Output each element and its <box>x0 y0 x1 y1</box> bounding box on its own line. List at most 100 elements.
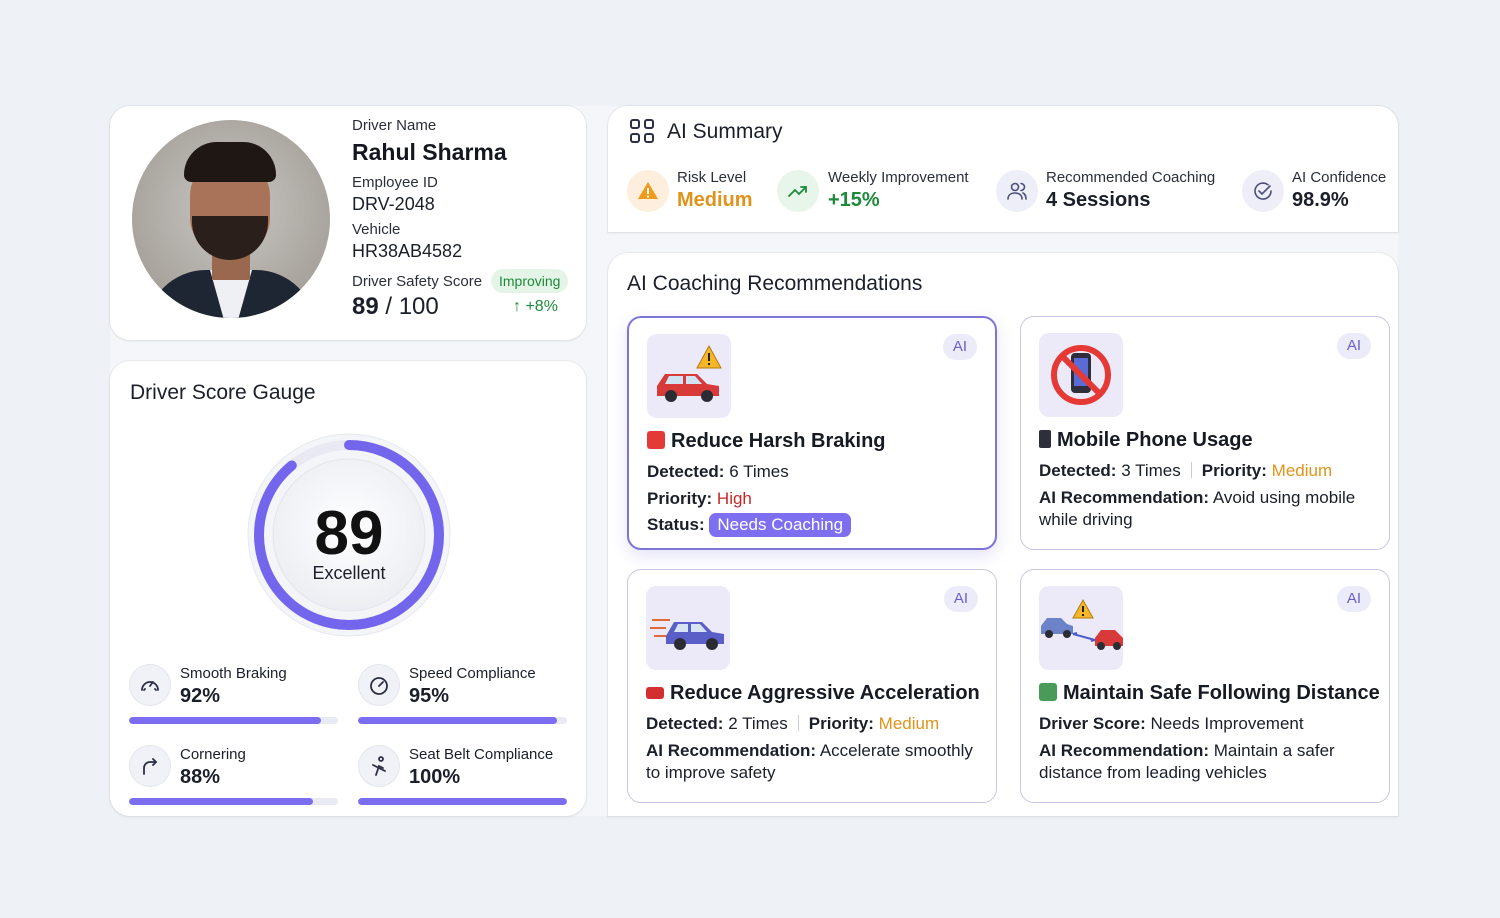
ai-badge: AI <box>1337 333 1371 359</box>
gauge-rating: Excellent <box>312 563 386 583</box>
progress-fill <box>129 798 313 805</box>
detected-line: Detected: 3 Times Priority: Medium <box>1039 461 1332 481</box>
status-label: Status: <box>647 515 705 534</box>
recommendation-text: Avoid using mobile <box>1212 488 1356 507</box>
priority-label: Priority: <box>808 714 874 733</box>
metric-label: Seat Belt Compliance <box>409 746 554 763</box>
weekly-improvement-value: +15% <box>828 189 880 211</box>
recommendation-title-text: Reduce Aggressive Acceleration <box>670 682 980 704</box>
status-line: Status: Needs Coaching <box>647 513 852 537</box>
detected-label: Detected: <box>1039 461 1117 480</box>
priority-value: Medium <box>878 714 940 733</box>
ai-badge: AI <box>943 334 977 360</box>
detected-value: 6 Times <box>729 462 789 481</box>
detected-label: Detected: <box>646 714 724 733</box>
detected-line: Detected: 6 Times <box>647 462 789 482</box>
speedometer-icon <box>358 664 400 706</box>
detected-label: Detected: <box>647 462 725 481</box>
metric-label: Speed Compliance <box>409 665 536 682</box>
driver-score-label: Driver Score: <box>1039 714 1146 733</box>
speeding-car-icon <box>646 586 730 670</box>
metric-value: 88% <box>180 766 221 788</box>
priority-line: Priority: High <box>647 489 752 509</box>
turn-right-icon <box>129 745 171 787</box>
safety-score-value: 89 <box>352 293 379 320</box>
red-car-warning-icon <box>647 334 731 418</box>
avatar <box>132 120 330 318</box>
recommendation-title-text: Maintain Safe Following Distance <box>1063 682 1380 704</box>
recommendation-text-cont: to improve safety <box>646 763 776 782</box>
gauge-title: Driver Score Gauge <box>130 381 316 404</box>
recommendation-title: Mobile Phone Usage <box>1039 429 1253 452</box>
seatbelt-bar <box>358 798 567 805</box>
recommendation-card-acceleration[interactable]: AI Reduce Aggressive Acceleration Detect… <box>627 569 997 803</box>
metric-value: 92% <box>180 685 221 707</box>
status-badge: Improving <box>491 269 569 293</box>
summary-label: AI Confidence <box>1292 169 1387 186</box>
recommendation-line: AI Recommendation: Maintain a safer <box>1039 741 1335 761</box>
coaching-sessions-value: 4 Sessions <box>1046 189 1151 211</box>
metric-value: 100% <box>409 766 461 788</box>
smooth-braking-bar <box>129 717 338 724</box>
recommendation-text-cont: while driving <box>1039 510 1133 529</box>
divider <box>1190 462 1192 478</box>
safety-score: 89 / 100 <box>352 293 439 321</box>
priority-label: Priority: <box>647 489 713 508</box>
driver-name-label: Driver Name <box>352 117 437 134</box>
recommendation-label: AI Recommendation: <box>646 741 817 760</box>
no-phone-icon <box>1039 333 1123 417</box>
recommendation-text: Maintain a safer <box>1213 741 1335 760</box>
recommendation-text: Accelerate smoothly <box>819 741 973 760</box>
road-icon <box>1039 683 1057 701</box>
detected-line: Detected: 2 Times Priority: Medium <box>646 714 939 734</box>
priority-value: Medium <box>1271 461 1333 480</box>
driver-score-line: Driver Score: Needs Improvement <box>1039 714 1304 734</box>
metric-label: Smooth Braking <box>180 665 287 682</box>
speed-compliance-bar <box>358 717 567 724</box>
detected-value: 3 Times <box>1121 461 1181 480</box>
coaching-title: AI Coaching Recommendations <box>627 272 923 295</box>
gauge-progress-arc <box>254 440 444 630</box>
vehicle-label: Vehicle <box>352 221 401 238</box>
trending-up-icon <box>777 170 819 212</box>
detected-value: 2 Times <box>728 714 788 733</box>
score-delta: ↑ +8% <box>513 298 558 315</box>
recommendation-line: AI Recommendation: Avoid using mobile <box>1039 488 1355 508</box>
recommendation-card-following-distance[interactable]: AI Maintain Safe Following Distance Driv… <box>1020 569 1390 803</box>
metric-label: Cornering <box>180 746 246 763</box>
employee-id: DRV-2048 <box>352 194 435 214</box>
cornering-bar <box>129 798 338 805</box>
driver-score-value: Needs Improvement <box>1150 714 1304 733</box>
recommendation-text-cont: distance from leading vehicles <box>1039 763 1267 782</box>
recommendation-title: Reduce Aggressive Acceleration <box>646 682 980 705</box>
priority-value: High <box>716 489 752 508</box>
summary-label: Weekly Improvement <box>828 169 969 186</box>
score-gauge <box>247 433 451 637</box>
gauge-icon <box>129 664 171 706</box>
grid-icon <box>630 119 654 143</box>
users-icon <box>996 170 1038 212</box>
recommendation-title-text: Mobile Phone Usage <box>1057 429 1253 451</box>
recommendation-label: AI Recommendation: <box>1039 741 1210 760</box>
summary-label: Risk Level <box>677 169 747 186</box>
progress-fill <box>358 717 557 724</box>
ai-badge: AI <box>1337 586 1371 612</box>
vehicle-number: HR38AB4582 <box>352 241 463 261</box>
gauge-value: 89 <box>314 499 384 568</box>
summary-label: Recommended Coaching <box>1046 169 1216 186</box>
summary-title: AI Summary <box>667 120 783 143</box>
ai-confidence-value: 98.9% <box>1292 189 1349 211</box>
recommendation-title: Maintain Safe Following Distance <box>1039 682 1380 705</box>
progress-fill <box>129 717 322 724</box>
recommendation-line: AI Recommendation: Accelerate smoothly <box>646 741 973 761</box>
warning-icon <box>627 170 669 212</box>
progress-fill <box>358 798 567 805</box>
recommendation-title-text: Reduce Harsh Braking <box>671 430 886 452</box>
divider <box>797 715 799 731</box>
recommendation-label: AI Recommendation: <box>1039 488 1210 507</box>
car-icon <box>646 687 664 699</box>
seatbelt-icon <box>358 745 400 787</box>
recommendation-card-harsh-braking[interactable]: AI Reduce Harsh Braking Detected: 6 Time… <box>627 316 997 550</box>
metric-value: 95% <box>409 685 450 707</box>
recommendation-card-phone-usage[interactable]: AI Mobile Phone Usage Detected: 3 Times P… <box>1020 316 1390 550</box>
